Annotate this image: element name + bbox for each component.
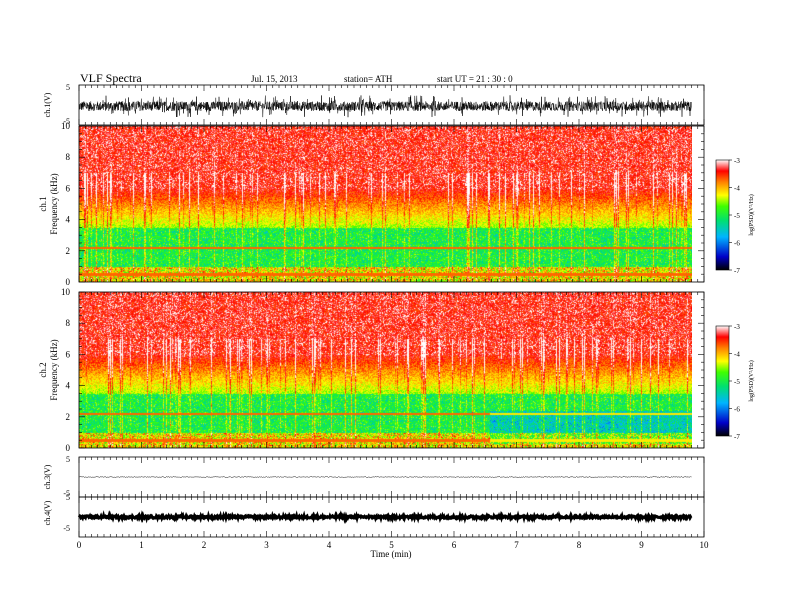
waveform-line	[78, 476, 692, 478]
waveform-ch4-trace	[77, 510, 693, 525]
ytick-label: -5	[63, 489, 70, 498]
waveform-line	[77, 510, 693, 525]
x-tick-label: 10	[700, 540, 710, 550]
ytick-label: 10	[61, 121, 71, 131]
y-ticks-ch2: 0 2 4 6 8 10	[61, 287, 704, 453]
ytick-label: 2	[66, 412, 71, 422]
x-axis-tick-labels: 0 1 2 3 4 5 6 7 8 9 10	[77, 540, 709, 550]
y-axis-label: ch.4(V)	[43, 500, 52, 525]
ytick-label: 0	[66, 277, 71, 287]
ytick-label: 0	[66, 443, 71, 453]
y-axis-label: Frequency (kHz)	[49, 173, 59, 234]
colorbar-ticks-ch1: -3 -4 -5 -6 -7	[729, 157, 740, 275]
ytick-label: 4	[66, 381, 71, 391]
colorbar-tick-label: -6	[734, 240, 740, 248]
x-tick-label: 3	[264, 540, 269, 550]
colorbar-label: log(PSD)(V²/Hz)	[748, 360, 755, 401]
date-label: Jul. 15, 2013	[251, 74, 298, 84]
ytick-label: 5	[66, 455, 70, 464]
ytick-label: 5	[66, 83, 70, 92]
ytick-label: 6	[66, 349, 71, 359]
figure-title: VLF Spectra	[80, 71, 142, 85]
colorbar-tick-label: -3	[734, 157, 740, 165]
colorbar-tick-label: -3	[734, 323, 740, 331]
ytick-label: 8	[66, 318, 71, 328]
spectrogram-ch1-image	[79, 126, 692, 282]
x-tick-label: 6	[452, 540, 457, 550]
colorbar-ticks-ch2: -3 -4 -5 -6 -7	[729, 323, 740, 441]
colorbar-tick-label: -5	[734, 212, 740, 220]
panel-ch1-waveform: 5 -5 ch.1(V)	[43, 83, 705, 126]
x-tick-label: 2	[202, 540, 207, 550]
y-axis-label: ch.1	[38, 196, 48, 211]
y-axis-label: ch.3(V)	[43, 464, 52, 489]
colorbar-ch2	[715, 325, 730, 437]
waveform-ch1-trace	[78, 95, 692, 118]
ytick-label: 5	[66, 493, 70, 502]
start-time-label: start UT = 21 : 30 : 0	[437, 74, 513, 84]
y-axis-label: ch.1(V)	[43, 92, 52, 117]
colorbar-tick-label: -7	[734, 433, 740, 441]
colorbar-tick-label: -6	[734, 406, 740, 414]
ytick-label: 10	[61, 287, 71, 297]
x-tick-label: 0	[77, 540, 82, 550]
y-axis-label: ch.2	[38, 362, 48, 377]
x-axis-ticks	[78, 85, 705, 537]
colorbar-tick-label: -7	[734, 267, 740, 275]
ytick-label: 2	[66, 246, 71, 256]
spectrogram-ch2-image	[79, 292, 692, 448]
ytick-label: 4	[66, 215, 71, 225]
y-ticks-ch1: 0 2 4 6 8 10	[61, 121, 704, 287]
colorbar-tick-label: -4	[734, 185, 740, 193]
waveform-line	[78, 95, 692, 118]
panel-ch3-waveform: 5 -5 ch.3(V)	[43, 455, 705, 498]
ytick-label: -5	[63, 524, 70, 533]
waveform-ch3-trace	[78, 476, 692, 478]
x-tick-label: 1	[139, 540, 144, 550]
y-axis-label: Frequency (kHz)	[49, 339, 59, 400]
colorbar-tick-label: -5	[734, 378, 740, 386]
x-tick-label: 4	[327, 540, 332, 550]
colorbar-tick-label: -4	[734, 351, 740, 359]
x-axis-label: Time (min)	[371, 549, 412, 559]
ytick-label: 8	[66, 152, 71, 162]
x-tick-label: 5	[389, 540, 394, 550]
colorbar-ch1	[715, 159, 730, 271]
colorbar-label: log(PSD)(V²/Hz)	[748, 194, 755, 235]
x-tick-label: 8	[577, 540, 582, 550]
panel-ch4-waveform: 5 -5 ch.4(V)	[43, 493, 705, 538]
ytick-label: -5	[63, 117, 70, 126]
x-tick-label: 7	[514, 540, 519, 550]
ytick-label: 6	[66, 183, 71, 193]
station-label: station= ATH	[344, 74, 393, 84]
x-tick-label: 9	[639, 540, 644, 550]
